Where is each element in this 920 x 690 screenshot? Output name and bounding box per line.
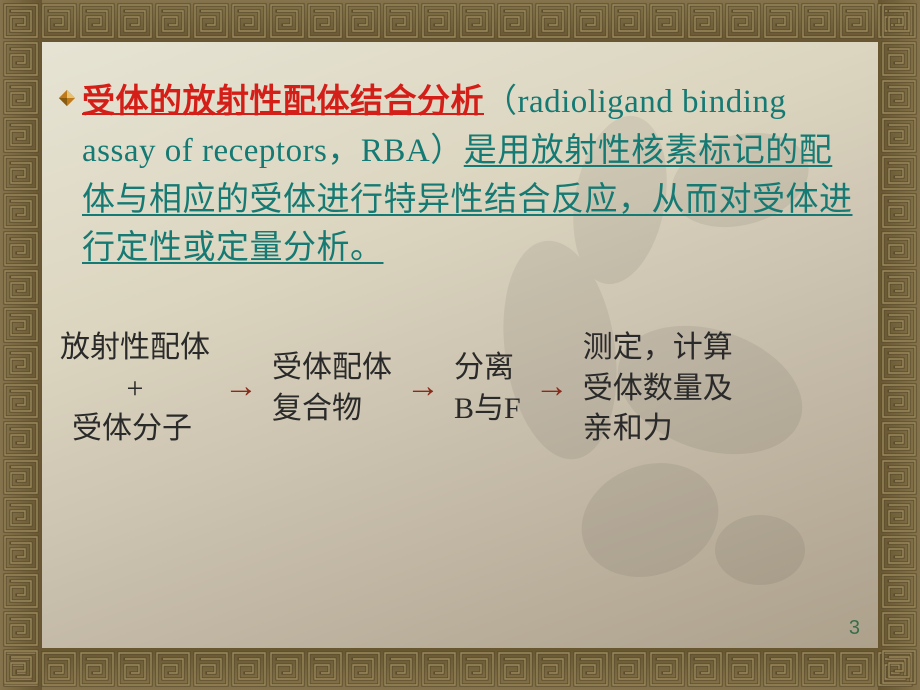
flow-diagram: 放射性配体 + 受体分子 → 受体配体 复合物 → 分离 B与F → 测定，计算… (60, 328, 860, 450)
flow-step3-line2: B与F (454, 389, 521, 430)
greek-top (2, 2, 914, 40)
flow-step1-line1: 放射性配体 (60, 328, 210, 369)
definition-paragraph: 受体的放射性配体结合分析（radioligand binding assay o… (82, 78, 862, 273)
flow-step-3: 分离 B与F (454, 348, 521, 429)
greek-left (2, 2, 40, 686)
flow-step-4: 测定，计算 受体数量及 亲和力 (583, 328, 733, 450)
page-number: 3 (849, 617, 860, 640)
flow-step2-line1: 受体配体 (272, 348, 392, 389)
flow-step2-line2: 复合物 (272, 389, 362, 430)
flow-step4-line3: 亲和力 (583, 409, 673, 450)
flow-step3-line1: 分离 (454, 348, 514, 389)
arrow-icon: → (224, 364, 258, 414)
flow-step1-line2: 受体分子 (60, 409, 192, 450)
flow-step4-line2: 受体数量及 (583, 369, 733, 410)
diamond-bullet-icon (58, 89, 76, 107)
slide: 受体的放射性配体结合分析（radioligand binding assay o… (0, 0, 920, 690)
greek-bottom (2, 650, 914, 688)
arrow-icon: → (406, 364, 440, 414)
flow-step4-line1: 测定，计算 (583, 328, 733, 369)
flow-step-2: 受体配体 复合物 (272, 348, 392, 429)
arrow-icon: → (535, 364, 569, 414)
flow-step-1: 放射性配体 + 受体分子 (60, 328, 210, 449)
greek-right (880, 2, 918, 686)
content-block: 受体的放射性配体结合分析（radioligand binding assay o… (58, 78, 862, 273)
definition-title: 受体的放射性配体结合分析 (82, 84, 484, 120)
flow-plus: + (127, 371, 144, 407)
